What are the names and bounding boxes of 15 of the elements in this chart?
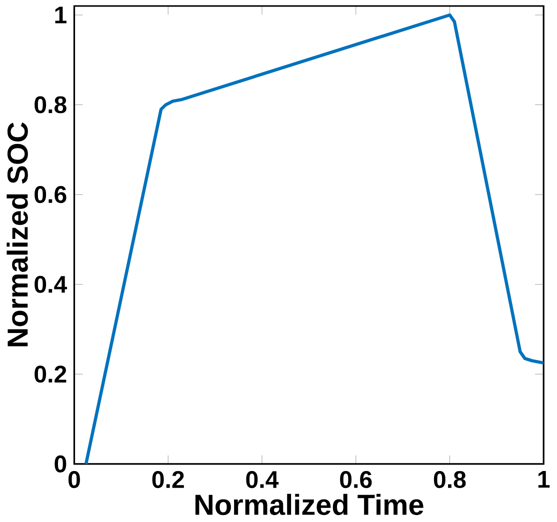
y-axis-title: Normalized SOC bbox=[6, 122, 28, 346]
x-tick-label: 0.6 bbox=[340, 471, 372, 488]
x-tick-label: 0.8 bbox=[434, 471, 466, 488]
line-series bbox=[84, 14, 544, 464]
y-tick-label: 1 bbox=[55, 6, 66, 24]
x-tick-label: 0.2 bbox=[152, 471, 184, 488]
y-tick-label: 0.6 bbox=[34, 186, 66, 204]
x-tick-label: 0 bbox=[68, 471, 80, 488]
y-tick-label: 0 bbox=[54, 456, 66, 473]
y-tick-label: 0.8 bbox=[34, 96, 66, 114]
y-tick-label: 0.2 bbox=[34, 366, 66, 383]
y-tick-label: 0.4 bbox=[34, 276, 68, 293]
x-tick-label: 0.4 bbox=[246, 471, 279, 488]
x-tick-label: 1 bbox=[538, 471, 550, 488]
x-axis-title: Normalized Time bbox=[195, 494, 424, 516]
